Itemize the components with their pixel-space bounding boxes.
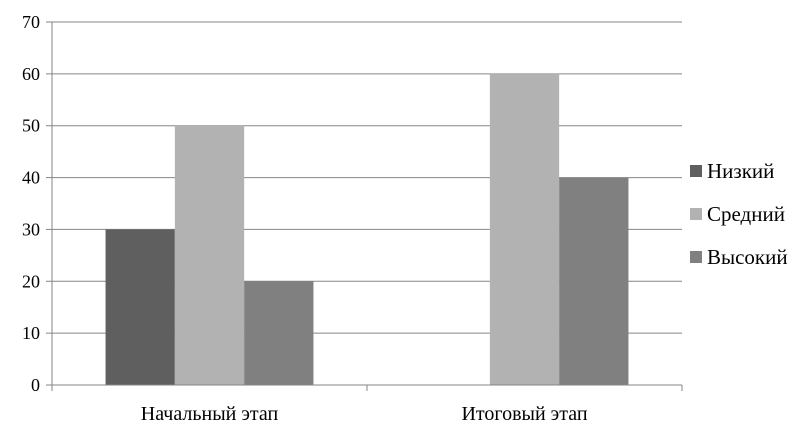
bars (105, 73, 629, 385)
bar (105, 229, 175, 385)
y-axis-tick-labels: 0 10 20 30 40 50 60 70 (22, 12, 40, 395)
x-category-label: Начальный этап (141, 403, 279, 425)
legend-label: Средний (707, 202, 785, 226)
y-tick-label: 70 (22, 12, 40, 32)
x-axis-category-labels: Начальный этап Итоговый этап (141, 403, 588, 425)
x-category-label: Итоговый этап (461, 403, 587, 425)
y-tick-label: 60 (22, 64, 40, 84)
legend-swatch (690, 208, 702, 220)
bar (489, 73, 560, 385)
legend-label: Низкий (707, 159, 774, 183)
legend: Низкий Средний Высокий (690, 159, 788, 269)
y-tick-label: 40 (22, 168, 40, 188)
y-tick-label: 0 (31, 375, 40, 395)
y-tick-label: 30 (22, 219, 40, 239)
y-tick-label: 10 (22, 323, 40, 343)
bar (244, 281, 314, 385)
y-tick-label: 20 (22, 271, 40, 291)
axes (51, 22, 683, 391)
bar (174, 125, 245, 385)
legend-swatch (690, 165, 702, 177)
bar (559, 177, 629, 385)
legend-label: Высокий (707, 245, 788, 269)
legend-swatch (690, 251, 702, 263)
y-tick-label: 50 (22, 116, 40, 136)
